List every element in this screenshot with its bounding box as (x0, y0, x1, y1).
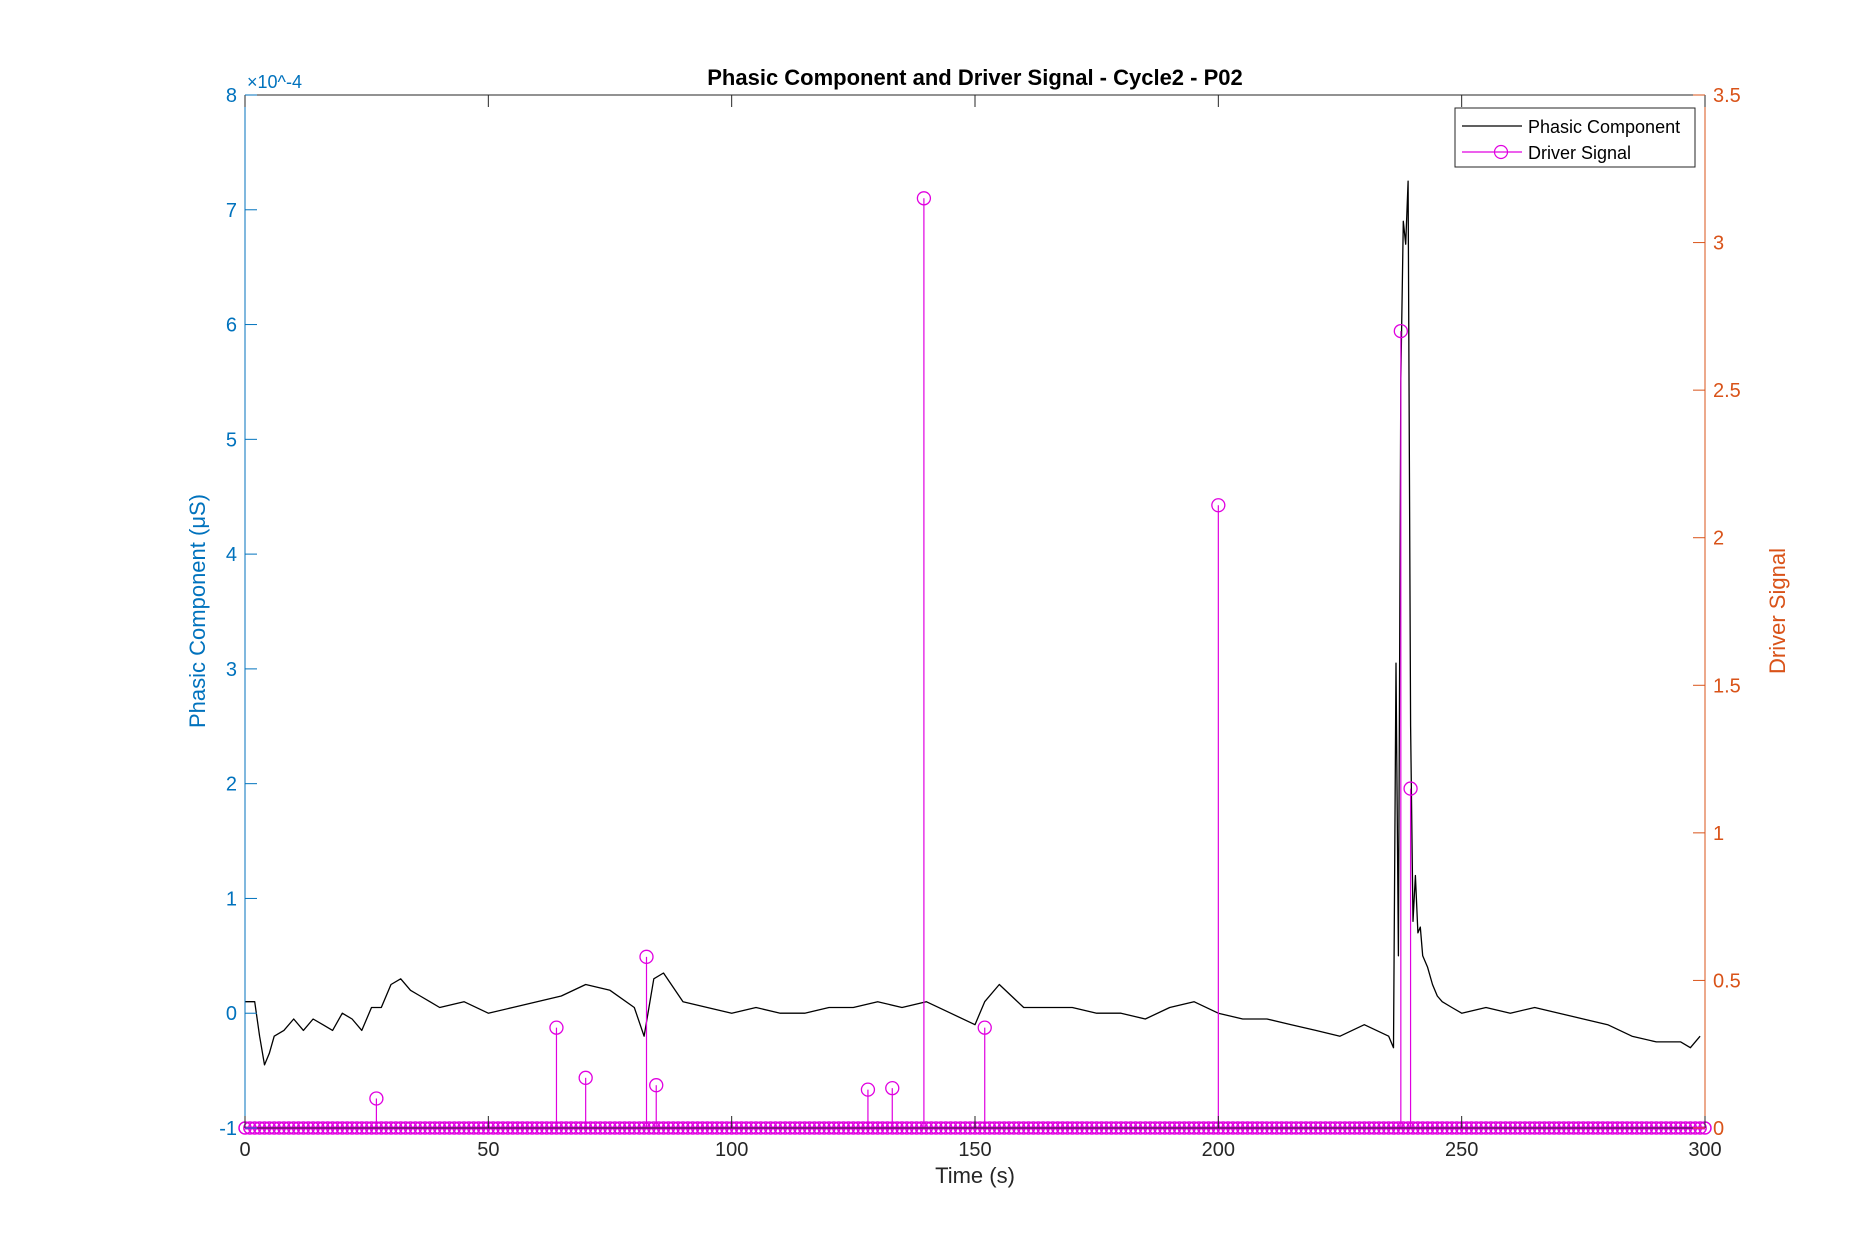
driver-stem-marker (860, 1082, 876, 1097)
left-tick-label: 0 (226, 1003, 237, 1025)
x-tick-label: 50 (477, 1139, 499, 1161)
right-tick-label: 1.5 (1713, 675, 1741, 697)
driver-stem-marker (1403, 781, 1418, 796)
right-tick-label: 0 (1713, 1118, 1724, 1140)
right-tick-label: 2 (1713, 528, 1724, 550)
right-tick-label: 0.5 (1713, 970, 1741, 992)
driver-stem-marker (977, 1020, 992, 1035)
chart-title: Phasic Component and Driver Signal - Cyc… (707, 65, 1243, 90)
driver-stem-marker (649, 1078, 664, 1093)
driver-stem-marker (885, 1081, 900, 1096)
x-tick-label: 250 (1445, 1139, 1478, 1161)
left-tick-label: 8 (226, 85, 237, 107)
legend-driver-marker (1493, 144, 1509, 160)
axes (244, 94, 1706, 1129)
left-tick-label: 1 (226, 888, 237, 910)
driver-stem-marker (1393, 323, 1408, 339)
driver-stem-marker (1211, 498, 1226, 513)
left-tick-label: 6 (226, 315, 237, 337)
x-tick-label: 0 (239, 1139, 250, 1161)
x-axis-label: Time (s) (935, 1163, 1015, 1188)
left-tick-label: -1 (219, 1118, 237, 1140)
driver-stem-marker (549, 1020, 564, 1035)
legend-phasic-label: Phasic Component (1528, 117, 1680, 137)
driver-stem-marker (578, 1070, 593, 1085)
tick-labels: 0 50 100 150 200 250 300-101234567800.511.522.… (219, 85, 1741, 1161)
driver-stem-marker (369, 1091, 384, 1106)
right-axis-label: Driver Signal (1765, 548, 1790, 674)
right-tick-label: 1 (1713, 823, 1724, 845)
driver-stem-marker (916, 191, 932, 206)
left-tick-label: 4 (226, 544, 237, 566)
phasic-component-line (245, 180, 1701, 1066)
driver-stem-marker (639, 949, 654, 964)
x-tick-label: 100 (715, 1139, 748, 1161)
left-tick-label: 5 (226, 429, 237, 451)
left-axis-label: Phasic Component (μS) (185, 494, 210, 728)
x-tick-label: 150 (958, 1139, 991, 1161)
legend: Phasic Component Driver Signal (1454, 107, 1696, 168)
right-tick-label: 2.5 (1713, 380, 1741, 402)
left-tick-label: 3 (226, 659, 237, 681)
legend-box (1454, 107, 1696, 168)
left-axis-exponent: ×10^-4 (247, 72, 302, 92)
plot-area (245, 95, 1705, 1128)
right-tick-label: 3.5 (1713, 85, 1741, 107)
legend-driver-label: Driver Signal (1528, 143, 1631, 163)
left-tick-label: 2 (226, 774, 237, 796)
right-tick-label: 3 (1713, 233, 1724, 255)
left-tick-label: 7 (226, 200, 237, 222)
x-tick-label: 200 (1202, 1139, 1235, 1161)
x-tick-label: 300 (1688, 1139, 1721, 1161)
